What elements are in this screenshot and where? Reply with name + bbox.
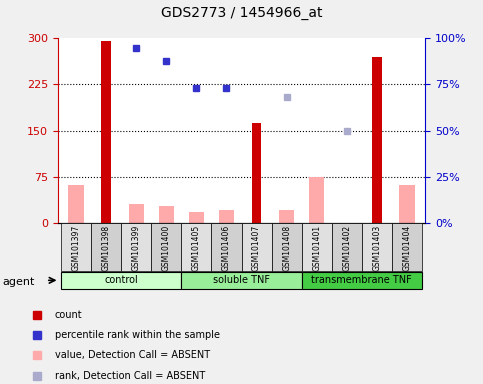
FancyBboxPatch shape	[392, 223, 422, 271]
Bar	[189, 212, 204, 223]
Bar	[309, 177, 324, 223]
FancyBboxPatch shape	[332, 223, 362, 271]
Text: value, Detection Call = ABSENT: value, Detection Call = ABSENT	[55, 350, 210, 360]
FancyBboxPatch shape	[61, 223, 91, 271]
Text: GSM101399: GSM101399	[132, 225, 141, 271]
Text: GSM101398: GSM101398	[101, 225, 111, 271]
Text: GSM101401: GSM101401	[312, 225, 321, 271]
FancyBboxPatch shape	[181, 223, 212, 271]
Bar	[219, 210, 234, 223]
Bar	[399, 185, 414, 223]
FancyBboxPatch shape	[212, 223, 242, 271]
Bar	[252, 122, 261, 223]
Text: GSM101402: GSM101402	[342, 225, 351, 271]
Text: soluble TNF: soluble TNF	[213, 275, 270, 285]
FancyBboxPatch shape	[121, 223, 151, 271]
Text: count: count	[55, 310, 82, 320]
Text: GSM101404: GSM101404	[402, 225, 412, 271]
Bar	[159, 205, 174, 223]
FancyBboxPatch shape	[91, 223, 121, 271]
Text: GSM101405: GSM101405	[192, 225, 201, 271]
Bar	[101, 41, 111, 223]
Text: control: control	[104, 275, 138, 285]
Text: GSM101403: GSM101403	[372, 225, 382, 271]
Text: GDS2773 / 1454966_at: GDS2773 / 1454966_at	[161, 6, 322, 20]
Text: percentile rank within the sample: percentile rank within the sample	[55, 330, 220, 340]
FancyBboxPatch shape	[151, 223, 181, 271]
Text: agent: agent	[2, 277, 35, 287]
Bar	[128, 204, 144, 223]
Text: GSM101406: GSM101406	[222, 225, 231, 271]
Text: GSM101408: GSM101408	[282, 225, 291, 271]
FancyBboxPatch shape	[181, 272, 302, 289]
Bar	[372, 57, 382, 223]
Text: GSM101397: GSM101397	[71, 225, 81, 271]
Text: rank, Detection Call = ABSENT: rank, Detection Call = ABSENT	[55, 371, 205, 381]
FancyBboxPatch shape	[242, 223, 271, 271]
Text: transmembrane TNF: transmembrane TNF	[312, 275, 412, 285]
FancyBboxPatch shape	[302, 223, 332, 271]
FancyBboxPatch shape	[302, 272, 422, 289]
Text: GSM101400: GSM101400	[162, 225, 171, 271]
Text: GSM101407: GSM101407	[252, 225, 261, 271]
Bar	[279, 210, 294, 223]
FancyBboxPatch shape	[61, 272, 181, 289]
FancyBboxPatch shape	[362, 223, 392, 271]
Bar	[69, 185, 84, 223]
FancyBboxPatch shape	[271, 223, 302, 271]
